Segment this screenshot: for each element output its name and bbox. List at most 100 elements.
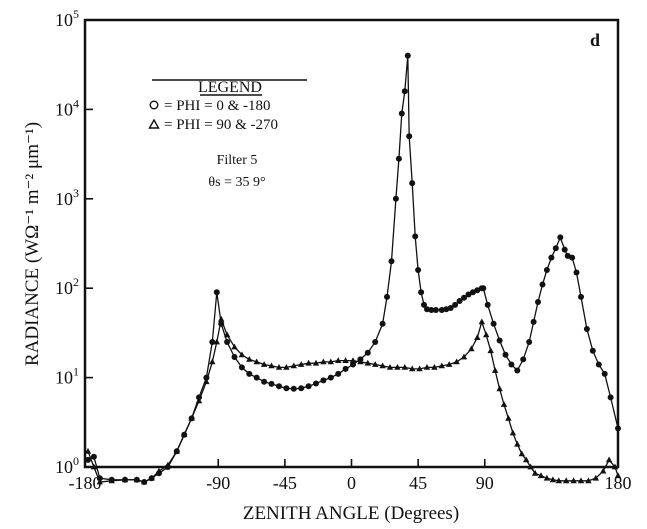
data-point-circle [213, 289, 220, 296]
data-point-triangle [483, 331, 490, 338]
data-point-circle [379, 320, 386, 327]
data-point-triangle [523, 456, 530, 463]
x-tick-label: -90 [206, 473, 230, 493]
data-point-triangle [468, 345, 475, 352]
data-point-triangle [209, 358, 216, 365]
data-point-circle [595, 361, 602, 368]
y-tick-label: 103 [55, 186, 79, 209]
data-point-triangle [372, 361, 379, 367]
data-point-triangle [549, 476, 557, 483]
data-point-circle [305, 383, 312, 390]
y-tick-label: 100 [55, 454, 79, 477]
data-point-circle [526, 339, 533, 345]
y-tick-label: 105 [55, 7, 79, 30]
data-point-circle [335, 370, 342, 377]
data-point-triangle [238, 351, 246, 358]
data-point-circle [589, 347, 596, 354]
data-point-circle [447, 305, 454, 311]
data-point-circle [90, 453, 97, 460]
data-point-triangle [570, 477, 577, 484]
data-point-circle [231, 354, 238, 360]
y-tick-label: 104 [55, 96, 79, 119]
data-point-triangle [460, 353, 468, 360]
filter-annotation: Filter 5 [217, 153, 258, 168]
data-point-circle [224, 339, 231, 345]
data-point-circle [438, 307, 445, 313]
y-tick-label: 101 [55, 365, 79, 388]
data-point-circle [401, 88, 408, 95]
data-point-triangle [416, 365, 423, 372]
data-point-circle [392, 195, 399, 202]
data-point-circle [421, 301, 427, 308]
data-point-circle [557, 234, 564, 241]
data-point-triangle [453, 358, 460, 365]
data-point-circle [384, 293, 390, 300]
data-point-triangle [283, 364, 290, 370]
data-point-triangle [223, 331, 231, 338]
data-point-circle [395, 155, 402, 162]
data-point-circle [520, 356, 527, 363]
plot-area-frame [83, 18, 620, 469]
data-point-circle [539, 281, 546, 288]
data-point-triangle [364, 359, 371, 366]
data-point-triangle [611, 463, 619, 470]
x-tick-label: 180 [605, 473, 632, 493]
data-point-triangle [592, 474, 599, 481]
x-axis-ticks: -180 -90 -45 0 45 90 180 [69, 459, 632, 493]
data-point-triangle [148, 474, 155, 481]
data-point-circle [428, 307, 435, 313]
data-point-triangle [605, 456, 613, 463]
data-point-circle [432, 307, 439, 313]
data-point-circle [342, 365, 349, 372]
sun-angle-annotation: θs = 35 9° [208, 175, 265, 190]
data-point-triangle [246, 356, 253, 362]
data-point-triangle [514, 440, 521, 447]
data-point-triangle [431, 364, 438, 370]
data-point-triangle [357, 358, 364, 365]
data-point-triangle [518, 450, 525, 457]
data-point-triangle [268, 362, 275, 369]
data-point-triangle [298, 361, 305, 367]
data-point-triangle [349, 357, 357, 363]
series-line-triangle [87, 316, 619, 483]
data-point-triangle [203, 378, 210, 385]
data-point-circle [424, 306, 430, 313]
data-point-triangle [173, 447, 180, 454]
data-point-triangle [446, 361, 453, 367]
data-point-triangle [505, 415, 512, 421]
series-circle [85, 52, 621, 485]
data-point-circle [490, 320, 497, 327]
data-point-triangle [164, 461, 172, 468]
data-point-circle [514, 367, 521, 374]
panel-label: d [590, 30, 600, 50]
series-layer [84, 52, 622, 485]
data-point-triangle [555, 477, 562, 484]
data-point-circle [364, 349, 371, 356]
data-point-triangle [423, 364, 431, 370]
data-point-circle [398, 110, 405, 117]
data-point-triangle [474, 334, 481, 340]
data-point-circle [578, 293, 584, 300]
data-point-circle [502, 351, 509, 358]
data-point-triangle [121, 476, 129, 483]
data-point-circle [412, 233, 419, 240]
y-tick-label: 102 [55, 275, 79, 298]
data-point-triangle [509, 429, 517, 436]
data-point-circle [246, 370, 253, 377]
data-point-circle [253, 374, 260, 381]
legend: LEGEND = PHI = 0 & -180 = PHI = 90 & -27… [148, 79, 307, 133]
data-point-triangle [491, 367, 499, 373]
data-point-triangle [96, 478, 103, 485]
data-point-circle [372, 339, 379, 345]
data-point-triangle [496, 385, 503, 392]
data-point-circle [406, 133, 413, 140]
data-point-triangle [409, 365, 416, 372]
data-point-circle [530, 318, 537, 325]
data-point-circle [404, 52, 411, 59]
legend-entry-phi-90: = PHI = 90 & -270 [164, 117, 278, 133]
data-point-circle [508, 361, 515, 368]
data-point-triangle [305, 359, 312, 366]
data-point-circle [283, 385, 290, 392]
data-point-circle [461, 294, 467, 301]
data-point-circle [418, 289, 425, 296]
